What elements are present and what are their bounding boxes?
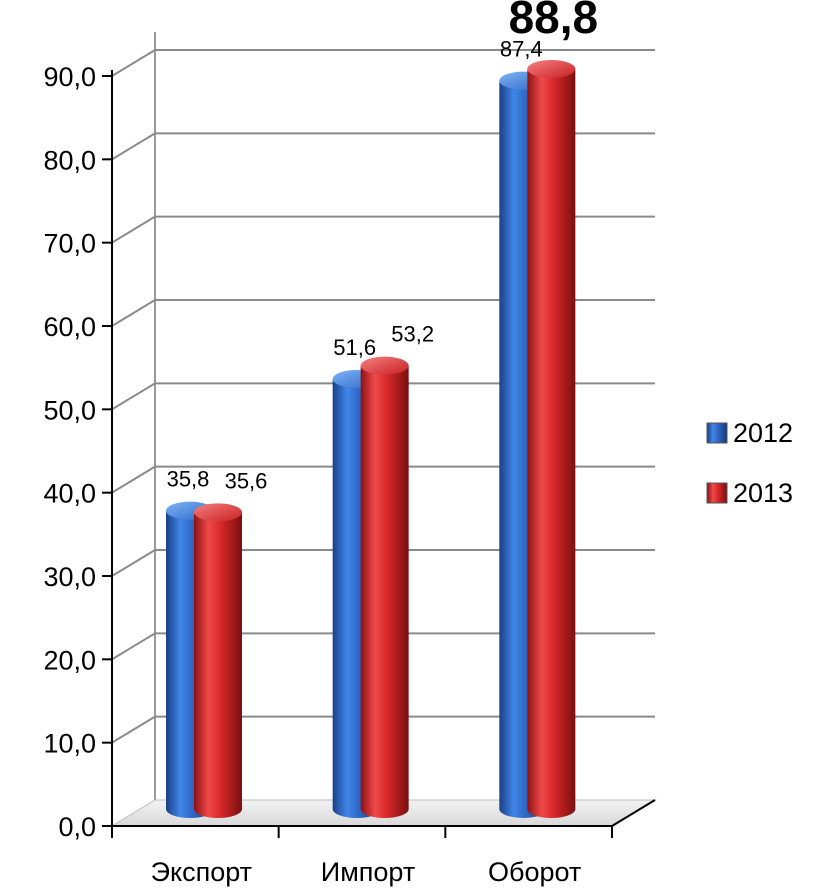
legend-label-2012: 2012 bbox=[733, 418, 793, 448]
axis-layer: 0,0 10,0 20,0 30,0 40,0 50,0 60,0 70,0 80,0 90,0 Э… bbox=[43, 62, 656, 887]
bar-cap-2013-2 bbox=[527, 60, 576, 78]
x-tick-label: Экспорт bbox=[151, 857, 252, 887]
y-tick-label: 70,0 bbox=[43, 229, 96, 259]
data-label-2012-0: 35,8 bbox=[167, 467, 210, 492]
y-tick-label: 10,0 bbox=[43, 729, 96, 759]
bar-cap-2013-0 bbox=[194, 503, 242, 522]
data-label-2013-2: 88,8 bbox=[509, 0, 599, 43]
y-tick-label: 60,0 bbox=[43, 312, 96, 342]
data-label-2013-0: 35,6 bbox=[225, 468, 268, 493]
data-label-2012-2: 87,4 bbox=[500, 37, 543, 62]
bar-cap-2013-1 bbox=[360, 356, 409, 375]
y-tick-label: 0,0 bbox=[58, 812, 96, 842]
legend-label-2013: 2013 bbox=[733, 478, 793, 508]
bar-2013-2 bbox=[527, 69, 576, 819]
x-axis-depth bbox=[611, 799, 656, 827]
legend: 2012 2013 bbox=[706, 418, 793, 508]
gridline-depth bbox=[111, 715, 156, 744]
gridline-depth bbox=[111, 49, 156, 77]
y-tick-label: 30,0 bbox=[43, 562, 96, 592]
gridline-depth bbox=[111, 465, 156, 494]
data-labels-layer: 35,8 51,6 87,4 35,6 53,2 88,8 bbox=[167, 0, 599, 493]
x-tick-label: Оборот bbox=[488, 857, 581, 887]
gridline-depth bbox=[111, 632, 156, 661]
y-tick-label: 90,0 bbox=[43, 62, 96, 92]
y-tick-label: 20,0 bbox=[43, 645, 96, 675]
y-tick-label: 40,0 bbox=[43, 479, 96, 509]
data-label-2013-1: 53,2 bbox=[391, 322, 434, 347]
gridline-depth bbox=[111, 299, 156, 327]
gridline-depth bbox=[111, 549, 156, 577]
y-tick-label: 80,0 bbox=[43, 145, 96, 175]
gridline-depth bbox=[111, 215, 156, 244]
bars-layer bbox=[166, 60, 576, 819]
gridline-depth bbox=[111, 382, 156, 411]
bar-2013-0 bbox=[194, 512, 242, 818]
gridline-depth bbox=[111, 132, 156, 161]
x-tick-label: Импорт bbox=[321, 857, 415, 887]
legend-swatch-2013 bbox=[706, 482, 728, 504]
y-tick-label: 50,0 bbox=[43, 395, 96, 425]
legend-swatch-2012 bbox=[706, 422, 728, 444]
data-label-2012-1: 51,6 bbox=[333, 335, 376, 360]
bar-2013-1 bbox=[360, 365, 409, 819]
